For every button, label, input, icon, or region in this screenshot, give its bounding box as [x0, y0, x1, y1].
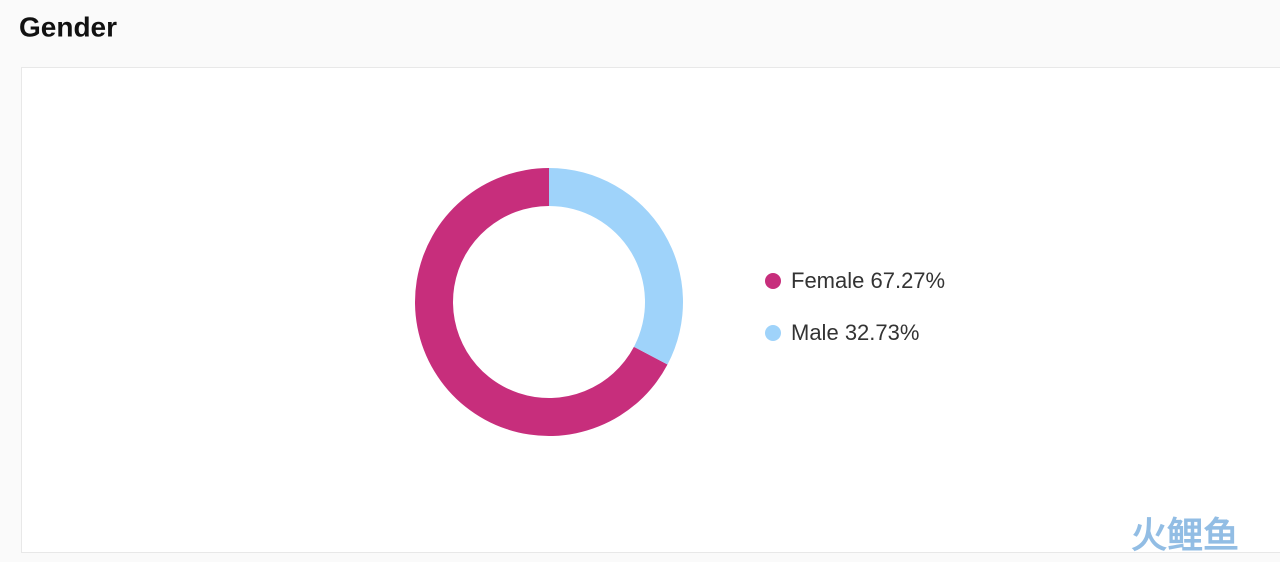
donut-slice — [415, 168, 668, 436]
legend-name: Male — [791, 320, 839, 345]
legend-swatch — [765, 325, 781, 341]
legend-name: Female — [791, 268, 864, 293]
legend-label: Male 32.73% — [791, 320, 919, 345]
legend-swatch — [765, 273, 781, 289]
legend-value: 32.73% — [845, 320, 920, 345]
watermark: 火鲤鱼 — [1131, 515, 1239, 556]
chart-title: Gender — [19, 11, 117, 42]
donut-slice — [549, 168, 683, 365]
legend-value: 67.27% — [870, 268, 945, 293]
legend-label: Female 67.27% — [791, 268, 945, 293]
